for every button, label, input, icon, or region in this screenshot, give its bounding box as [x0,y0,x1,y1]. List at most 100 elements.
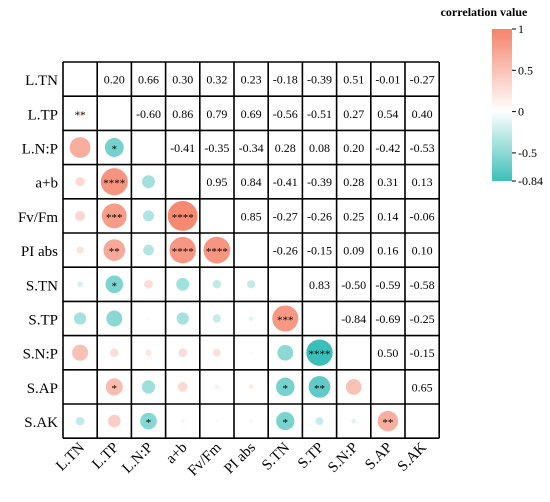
correlation-circle [140,412,157,430]
correlation-circle [101,203,127,229]
correlation-value-label: 0.40 [412,107,433,121]
correlation-circle [100,168,128,196]
significance-marker: * [112,383,118,395]
significance-marker: **** [206,246,228,258]
significance-marker: ** [75,109,86,121]
correlation-circle [214,384,220,390]
correlation-circle [277,344,294,361]
correlation-value-label: -0.69 [375,312,400,326]
correlation-circle [177,382,188,392]
correlation-value-label: -0.59 [375,278,400,292]
correlation-value-label: -0.25 [410,312,435,326]
correlation-circle [78,385,82,389]
matrix-grid [62,61,441,440]
row-label: S.N:P [23,347,58,363]
correlation-circle [212,314,221,323]
correlation-value-label: -0.53 [410,141,435,155]
row-label: a+b [35,176,58,192]
correlation-circle [178,348,188,358]
correlation-value-label: 0.27 [343,107,364,121]
correlation-circle [142,175,155,189]
correlation-circle [76,246,84,254]
correlation-circle [105,275,124,294]
correlation-value-label: -0.15 [307,244,332,258]
correlation-circle [103,239,126,261]
matrix-cells: 0.20 0.66 0.30 0.32 0.23 -0.18 -0.39 0.51 -0.01-… [69,73,435,432]
correlation-value-label: -0.18 [273,73,298,87]
row-label: L.N:P [22,142,58,158]
correlation-value-label: 0.10 [412,244,433,258]
correlation-value-label: -0.01 [375,73,400,87]
column-label: L.TP [89,440,122,473]
correlation-value-label: -0.35 [204,141,229,155]
row-label: S.TN [26,278,58,294]
row-label: L.TN [25,73,58,89]
row-label: S.TP [28,313,58,329]
correlation-circle [180,419,185,424]
correlation-value-label: 0.83 [309,278,330,292]
significance-marker: ** [109,246,120,258]
significance-marker: * [112,144,118,156]
correlation-circle [176,277,190,291]
significance-marker: ** [382,417,393,429]
correlation-value-label: 0.32 [206,73,227,87]
correlation-value-label: 0.51 [343,73,364,87]
correlation-value-label: -0.26 [273,244,298,258]
legend-tick-label: 1 [518,22,524,36]
legend-tick-label: 0 [518,105,524,119]
row-label: PI abs [21,244,58,260]
correlation-value-label: -0.51 [307,107,332,121]
correlation-value-label: 0.31 [377,175,398,189]
correlation-circle [108,414,121,428]
correlation-value-label: 0.14 [377,209,398,223]
correlation-value-label: -0.27 [273,209,298,223]
significance-marker: * [112,280,118,292]
correlation-value-label: -0.58 [410,278,435,292]
correlation-circle [141,380,156,394]
correlation-value-label: 0.69 [241,107,262,121]
column-label: L.N:P [119,440,156,477]
correlation-value-label: -0.56 [273,107,298,121]
correlation-value-label: 0.85 [241,209,262,223]
correlation-value-label: 0.84 [241,175,262,189]
column-label: S.TP [295,440,327,472]
column-label: Fv/Fm [185,439,225,479]
correlation-value-label: -0.15 [410,346,435,360]
correlation-circle [147,317,150,320]
correlation-value-label: -0.34 [239,141,264,155]
column-label: PI abs [221,440,259,478]
significance-marker: *** [106,212,123,224]
correlation-circle [308,376,331,398]
correlation-value-label: -0.27 [410,73,435,87]
color-legend: correlation value 1 0.5 0 -0.5 -0.84 [441,5,543,188]
column-label: S.AK [395,440,430,475]
correlation-circle [143,244,154,256]
significance-marker: *** [277,315,294,327]
correlation-circle [315,417,324,426]
column-label: L.TN [53,440,88,475]
correlation-value-label: 0.79 [206,107,227,121]
correlation-value-label: -0.50 [341,278,366,292]
significance-marker: * [146,417,152,429]
correlation-value-label: -0.41 [170,141,195,155]
column-label: a+b [163,440,190,467]
correlation-circle [248,316,254,321]
correlation-circle [73,312,87,325]
column-label: S.AP [362,440,395,473]
correlation-value-label: -0.39 [307,73,332,87]
correlation-circle [145,349,152,356]
correlation-circle [276,377,295,397]
correlation-circle [77,281,83,288]
correlation-circle [276,411,295,431]
row-label: Fv/Fm [18,210,58,226]
significance-marker: **** [172,212,194,224]
column-label: S.N:P [325,440,361,476]
correlation-circle [75,176,85,187]
correlation-circle [249,419,253,423]
correlation-value-label: 0.16 [377,244,398,258]
correlation-value-label: 0.25 [343,209,364,223]
significance-marker: **** [309,349,331,361]
significance-marker: **** [103,178,125,190]
correlation-circle [212,280,222,289]
